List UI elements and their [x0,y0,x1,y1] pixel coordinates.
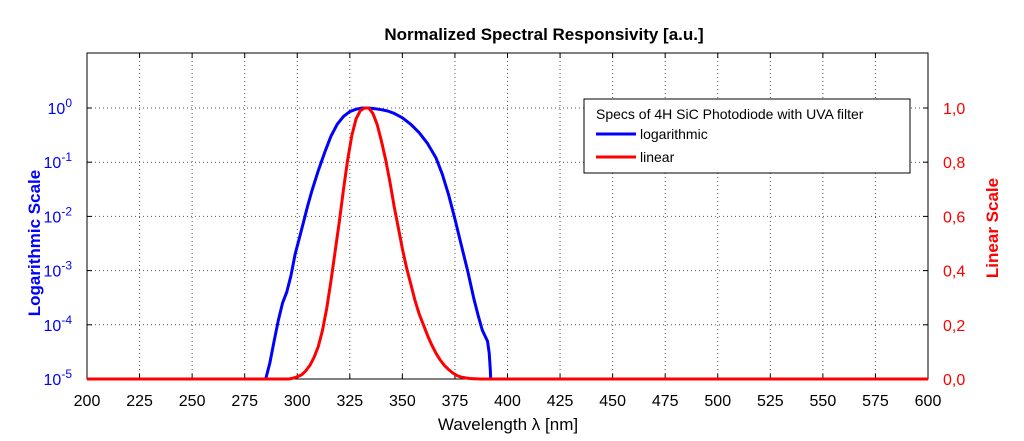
x-tick-label: 475 [652,393,679,410]
left-axis-ticks: 10-5 10-4 10-3 10-2 10-1 100 [44,96,92,389]
legend-entry-logarithmic: logarithmic [640,126,708,142]
series-line-linear [87,106,928,381]
right-axis-ticks: 0,0 0,2 0,4 0,6 0,8 1,0 [923,101,965,389]
chart-title: Normalized Spectral Responsivity [a.u.] [384,25,703,44]
x-tick-label: 525 [757,393,784,410]
left-axis-label: Logarithmic Scale [25,170,44,316]
x-tick-label: 425 [547,393,574,410]
x-axis-label: Wavelength λ [nm] [438,415,578,434]
left-tick-label: 100 [48,96,73,118]
x-tick-label: 275 [231,393,258,410]
x-tick-label: 325 [336,393,363,410]
x-tick-label: 375 [442,393,469,410]
x-tick-label: 600 [915,393,942,410]
right-tick-label: 0,2 [943,318,965,335]
right-tick-label: 0,8 [943,155,965,172]
x-tick-label: 250 [179,393,206,410]
legend-entry-linear: linear [640,149,675,165]
x-axis-ticks: 200 225 250 275 300 325 350 375 400 425 450 475 500 5… [74,53,942,410]
left-tick-label: 10-4 [44,313,73,335]
left-tick-label: 10-1 [44,150,73,172]
x-tick-label: 550 [810,393,837,410]
left-tick-label: 10-2 [44,204,73,226]
legend-title: Specs of 4H SiC Photodiode with UVA filt… [596,106,864,122]
x-tick-label: 500 [704,393,731,410]
right-tick-label: 1,0 [943,101,965,118]
series-layer [87,106,928,381]
right-axis-label: Linear Scale [983,178,1002,278]
x-tick-label: 450 [599,393,626,410]
x-tick-label: 350 [389,393,416,410]
left-tick-label: 10-3 [44,259,73,281]
x-tick-label: 225 [126,393,153,410]
x-tick-label: 575 [862,393,889,410]
series-line-logarithmic [264,106,493,380]
right-tick-label: 0,6 [943,209,965,226]
x-tick-label: 400 [494,393,521,410]
x-tick-label: 200 [74,393,101,410]
legend-box [583,98,911,174]
legend: Specs of 4H SiC Photodiode with UVA filt… [583,98,911,174]
left-tick-label: 10-5 [44,367,73,389]
right-tick-label: 0,4 [943,264,965,281]
x-tick-label: 300 [284,393,311,410]
right-tick-label: 0,0 [943,372,965,389]
